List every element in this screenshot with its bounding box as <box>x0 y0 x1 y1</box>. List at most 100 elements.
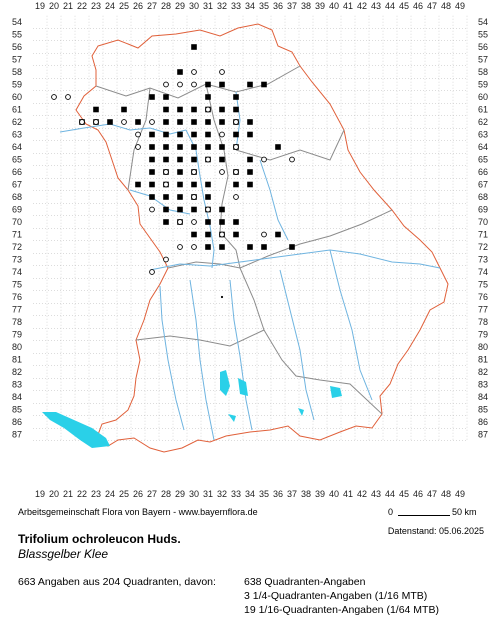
distribution-map: 19 19 20 20 21 21 22 22 23 23 24 24 25 25 26 26 27 27 28 28… <box>12 1 488 499</box>
y-label-right: 76 <box>478 292 488 302</box>
y-label-right: 78 <box>478 317 488 327</box>
sub-quadrant-marker <box>233 169 239 175</box>
quadrant-marker <box>219 119 225 125</box>
sub-quadrant-marker <box>149 206 155 213</box>
quadrant-marker <box>233 231 239 238</box>
x-label-top: 36 <box>273 1 283 11</box>
x-label-bottom: 41 <box>343 489 353 499</box>
quadrant-marker <box>121 106 127 113</box>
y-label-right: 62 <box>478 117 488 127</box>
y-label-left: 74 <box>12 267 22 277</box>
quadrant-marker <box>149 94 155 100</box>
quadrant-marker <box>205 244 211 250</box>
x-label-bottom: 32 <box>217 489 227 499</box>
y-label-left: 84 <box>12 392 22 402</box>
data-date: Datenstand: 05.06.2025 <box>387 526 484 536</box>
x-label-top: 25 <box>119 1 129 11</box>
x-label-bottom: 23 <box>91 489 101 499</box>
y-label-right: 81 <box>478 355 488 365</box>
y-label-right: 66 <box>478 167 488 177</box>
quadrant-marker <box>149 156 155 163</box>
sub-quadrant-marker <box>191 69 197 75</box>
quadrant-marker <box>205 194 211 200</box>
quadrant-marker <box>205 94 211 100</box>
y-label-right: 70 <box>478 217 488 227</box>
sub-quadrant-marker <box>219 231 225 238</box>
y-label-left: 64 <box>12 142 22 152</box>
quadrant-marker <box>149 144 155 150</box>
sub-quadrant-marker <box>233 144 239 150</box>
quadrant-marker <box>205 81 211 88</box>
x-label-top: 47 <box>427 1 437 11</box>
sub-quadrant-marker <box>177 81 183 88</box>
summary-count: 663 Angaben aus 204 Quadranten, davon: <box>18 576 216 588</box>
y-label-left: 65 <box>12 155 22 165</box>
y-label-left: 86 <box>12 417 22 427</box>
rivers <box>59 91 441 441</box>
x-label-top: 46 <box>413 1 423 11</box>
quadrant-marker <box>135 181 141 188</box>
quadrant-marker <box>191 231 197 238</box>
x-label-bottom: 20 <box>49 489 59 499</box>
x-label-bottom: 22 <box>77 489 87 499</box>
x-label-bottom: 31 <box>203 489 213 499</box>
quadrant-marker <box>247 81 253 88</box>
sub-quadrant-marker <box>191 81 197 88</box>
sub-quadrant-marker <box>205 156 211 163</box>
y-label-right: 60 <box>478 92 488 102</box>
x-label-bottom: 29 <box>175 489 185 499</box>
quadrant-marker <box>275 144 281 150</box>
y-label-right: 77 <box>478 305 488 315</box>
quadrant-marker <box>191 144 197 150</box>
sub-quadrant-marker <box>149 269 155 275</box>
x-label-top: 30 <box>189 1 199 11</box>
x-label-bottom: 34 <box>245 489 255 499</box>
y-label-left: 78 <box>12 317 22 327</box>
sub-quadrant-marker <box>177 244 183 250</box>
y-label-left: 80 <box>12 342 22 352</box>
quadrant-marker <box>191 44 197 50</box>
quadrant-marker <box>191 156 197 163</box>
quadrant-marker <box>247 244 253 250</box>
x-label-bottom: 35 <box>259 489 269 499</box>
sub-quadrant-marker <box>135 131 141 138</box>
x-label-top: 33 <box>231 1 241 11</box>
scale-bar <box>398 515 450 516</box>
y-label-left: 87 <box>12 430 22 440</box>
x-label-bottom: 48 <box>441 489 451 499</box>
y-label-left: 83 <box>12 380 22 390</box>
x-label-bottom: 36 <box>273 489 283 499</box>
x-label-top: 43 <box>371 1 381 11</box>
quadrant-marker <box>163 156 169 163</box>
x-label-bottom: 30 <box>189 489 199 499</box>
sub-quadrant-marker <box>177 219 183 225</box>
y-label-left: 67 <box>12 180 22 190</box>
y-label-right: 65 <box>478 155 488 165</box>
quadrant-marker <box>107 119 113 125</box>
sub-quadrant-marker <box>261 156 267 163</box>
quadrant-marker <box>177 106 183 113</box>
quadrant-marker <box>233 131 239 138</box>
quadrant-marker <box>177 181 183 188</box>
quadrant-marker <box>247 156 253 163</box>
y-label-left: 58 <box>12 67 22 77</box>
y-label-left: 57 <box>12 55 22 65</box>
quadrant-marker <box>219 144 225 150</box>
sub-quadrant-marker <box>163 81 169 88</box>
x-label-bottom: 21 <box>63 489 73 499</box>
quadrant-marker <box>275 231 281 238</box>
y-label-right: 57 <box>478 55 488 65</box>
y-label-left: 66 <box>12 167 22 177</box>
sub-quadrant-marker <box>191 244 197 250</box>
y-label-left: 71 <box>12 230 22 240</box>
quadrant-marker <box>163 94 169 100</box>
y-label-left: 60 <box>12 92 22 102</box>
sub-quadrant-marker <box>121 119 127 125</box>
y-label-right: 63 <box>478 130 488 140</box>
sub-quadrant-marker <box>233 194 239 200</box>
quadrant-marker <box>233 94 239 100</box>
y-label-left: 70 <box>12 217 22 227</box>
sub-quadrant-marker <box>205 106 211 113</box>
x-label-top: 26 <box>133 1 143 11</box>
x-label-bottom: 44 <box>385 489 395 499</box>
